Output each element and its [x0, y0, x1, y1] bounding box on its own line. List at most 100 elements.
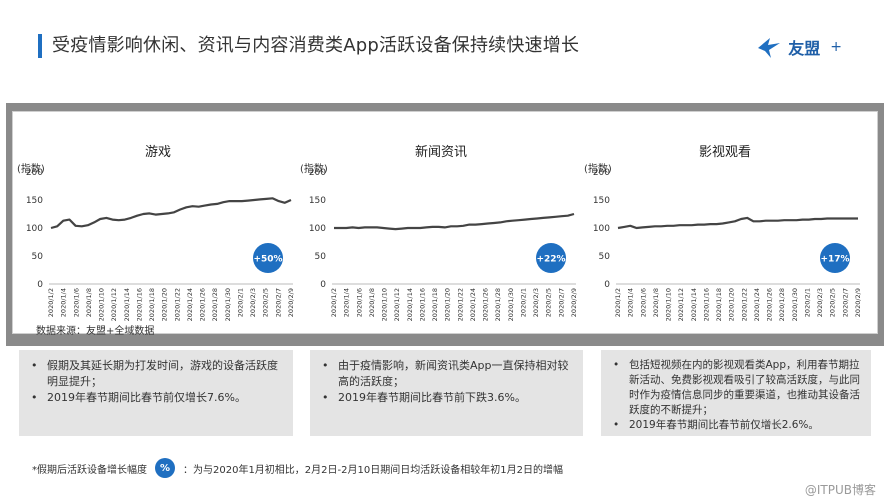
x-tick-label: 2020/1/22	[740, 288, 748, 321]
x-tick-label: 2020/1/26	[482, 288, 490, 321]
logo-text: 友盟	[788, 39, 821, 58]
y-tick-label: 50	[599, 252, 611, 262]
chart-title: 游戏	[144, 145, 171, 160]
chart-title: 新闻资讯	[414, 145, 467, 160]
badge-circle	[536, 243, 566, 273]
y-tick-label: 100	[593, 224, 610, 234]
watermark: @ITPUB博客	[805, 481, 876, 498]
x-tick-label: 2020/1/16	[135, 288, 143, 321]
x-tick-label: 2020/1/30	[791, 288, 799, 321]
x-tick-label: 2020/1/14	[406, 288, 414, 321]
data-source: 数据来源：友盟+全域数据	[36, 326, 155, 337]
watermark-text: @ITPUB博客	[804, 483, 876, 497]
x-tick-label: 2020/2/5	[829, 288, 837, 317]
chart-news: 新闻资讯 (指数) 0 50 100 150 200 2020/1/2 2020/1/4 20…	[296, 112, 586, 322]
y-tick-label: 200	[26, 168, 43, 178]
x-tick-label: 2020/2/1	[803, 288, 811, 317]
x-tick-label: 2020/1/30	[507, 288, 515, 321]
brand-logo: 友盟 +	[756, 34, 842, 60]
footnote-text: ：为与2020年1月初相比，2月2日-2月10日期间日均活跃设备相较年初1月2日…	[183, 464, 563, 476]
badge-label: +22%	[536, 255, 565, 265]
x-tick-label: 2020/1/8	[652, 288, 660, 317]
x-tick-label: 2020/1/24	[186, 288, 194, 321]
x-tick-label: 2020/1/30	[224, 288, 232, 321]
y-tick-label: 50	[315, 252, 327, 262]
x-tick-label: 2020/2/1	[236, 288, 244, 317]
x-tick-label: 2020/1/28	[494, 288, 502, 321]
growth-badge: +17%	[820, 243, 850, 273]
series-line	[617, 216, 858, 230]
note-video: 包括短视频在内的影视观看类App，利用春节期拉新活动、免费影视观看吸引了较高活跃…	[601, 350, 871, 436]
x-tick-label: 2020/1/2	[614, 288, 622, 317]
growth-badge: +22%	[536, 243, 566, 273]
x-tick-label: 2020/1/6	[639, 288, 647, 317]
charts-panel: 游戏 (指数) 0 50 100 150 200 2020/1/2 2020/1/4 2020…	[6, 103, 884, 346]
x-tick-label: 2020/1/26	[199, 288, 207, 321]
badge-label: +50%	[253, 255, 282, 265]
x-tick-label: 2020/1/16	[418, 288, 426, 321]
x-tick-label: 2020/2/9	[854, 288, 862, 317]
x-tick-label: 2020/1/28	[211, 288, 219, 321]
x-tick-label: 2020/2/1	[519, 288, 527, 317]
note-games: 假期及其延长期为打发时间，游戏的设备活跃度明显提升； 2019年春节期间比春节前…	[19, 350, 293, 436]
x-tick-label: 2020/2/5	[545, 288, 553, 317]
y-tick-label: 150	[593, 196, 610, 206]
x-tick-label: 2020/1/24	[469, 288, 477, 321]
x-tick-label: 2020/1/4	[627, 288, 635, 317]
footnote: *假期后活跃设备增长幅度 % ：为与2020年1月初相比，2月2日-2月10日期…	[32, 458, 563, 478]
x-tick-label: 2020/1/14	[690, 288, 698, 321]
y-tick-label: 100	[309, 224, 326, 234]
note-item: 包括短视频在内的影视观看类App，利用春节期拉新活动、免费影视观看吸引了较高活跃…	[609, 358, 863, 418]
y-tick-label: 200	[593, 168, 610, 178]
y-tick-label: 100	[26, 224, 43, 234]
x-tick-label: 2020/2/7	[841, 288, 849, 317]
badge-circle	[820, 243, 850, 273]
x-tick-label: 2020/2/3	[532, 288, 540, 317]
chart-title: 影视观看	[698, 145, 751, 160]
x-tick-label: 2020/1/12	[677, 288, 685, 321]
x-tick-label: 2020/2/9	[287, 288, 295, 317]
x-tick-label: 2020/1/12	[110, 288, 118, 321]
note-item: 2019年春节期间比春节前下跌3.6%。	[318, 390, 575, 406]
x-tick-label: 2020/1/14	[123, 288, 131, 321]
y-axis-label: (指数)	[300, 164, 328, 175]
x-tick-label: 2020/1/18	[148, 288, 156, 321]
y-axis-label: (指数)	[584, 164, 612, 175]
x-tick-label: 2020/1/28	[778, 288, 786, 321]
y-tick-label: 200	[309, 168, 326, 178]
growth-badge: +50%	[253, 243, 283, 273]
x-tick-label: 2020/1/6	[355, 288, 363, 317]
percent-badge: %	[155, 458, 175, 478]
chart-svg: 0 50 100 150 200 2020/1/2 2020/1/4 2020/1/6 2020…	[309, 168, 578, 321]
x-tick-label: 2020/1/24	[753, 288, 761, 321]
x-tick-label: 2020/1/8	[368, 288, 376, 317]
x-tick-label: 2020/1/22	[456, 288, 464, 321]
x-tick-label: 2020/1/8	[85, 288, 93, 317]
note-item: 2019年春节期间比春节前仅增长2.6%。	[609, 418, 863, 433]
x-tick-label: 2020/2/7	[557, 288, 565, 317]
x-tick-label: 2020/1/12	[393, 288, 401, 321]
x-tick-label: 2020/1/16	[702, 288, 710, 321]
x-tick-label: 2020/1/20	[444, 288, 452, 321]
x-tick-label: 2020/1/18	[715, 288, 723, 321]
x-tick-label: 2020/1/20	[728, 288, 736, 321]
x-tick-label: 2020/2/3	[816, 288, 824, 317]
y-tick-label: 50	[32, 252, 44, 262]
x-tick-label: 2020/1/6	[72, 288, 80, 317]
x-tick-label: 2020/1/10	[381, 288, 389, 321]
charts-panel-inner: 游戏 (指数) 0 50 100 150 200 2020/1/2 2020/1/4 2020…	[12, 111, 878, 334]
chart-video: 影视观看 (指数) 0 50 100 150 200 2020/1/2 2020/1/4 20…	[580, 112, 870, 322]
chart-svg: 0 50 100 150 200 2020/1/2 2020/1/4 2020/1/6 2020…	[593, 168, 862, 321]
x-tick-label: 2020/1/2	[330, 288, 338, 317]
badge-circle	[253, 243, 283, 273]
y-tick-label: 150	[26, 196, 43, 206]
series-line	[334, 212, 575, 231]
x-tick-label: 2020/1/2	[47, 288, 55, 317]
chart-svg: 0 50 100 150 200 2020/1/2 2020/1/4 2020/1/6 2020…	[26, 168, 295, 321]
logo-plus: +	[830, 39, 842, 55]
note-item: 2019年春节期间比春节前仅增长7.6%。	[27, 390, 285, 406]
badge-label: +17%	[820, 255, 849, 265]
y-axis-label: (指数)	[17, 164, 45, 175]
x-tick-label: 2020/2/7	[274, 288, 282, 317]
y-tick-label: 0	[604, 280, 610, 290]
